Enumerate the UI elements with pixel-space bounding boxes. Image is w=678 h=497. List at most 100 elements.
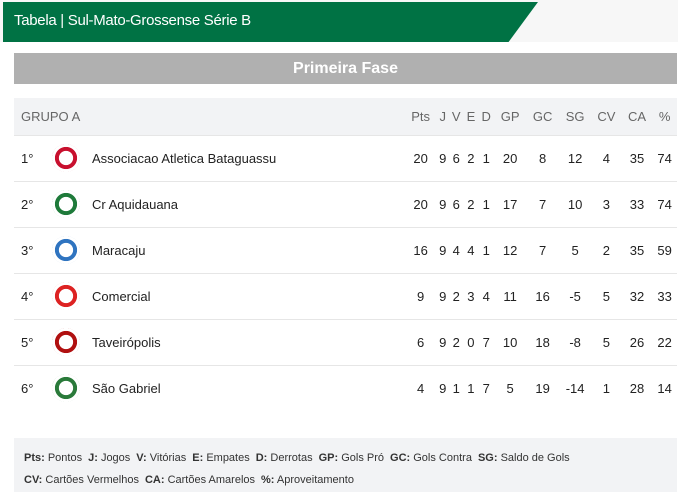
legend-value: Gols Pró xyxy=(341,452,385,464)
stat-j: 9 xyxy=(436,272,449,319)
stat-pct: 33 xyxy=(652,272,677,319)
stat-e: 0 xyxy=(463,318,479,365)
legend-key: GC: xyxy=(390,452,411,464)
stat-pts: 4 xyxy=(404,364,437,411)
position: 1° xyxy=(14,134,40,181)
legend-key: J: xyxy=(88,452,98,464)
stat-v: 6 xyxy=(448,134,464,181)
stat-e: 2 xyxy=(463,180,479,227)
stat-gc: 18 xyxy=(526,318,560,365)
stat-j: 9 xyxy=(436,226,449,273)
stat-gp: 20 xyxy=(494,134,527,181)
position: 2° xyxy=(14,180,40,227)
stat-gp: 17 xyxy=(494,180,527,227)
legend-item: SG: Saldo de Gols xyxy=(478,452,570,464)
column-header: Pts xyxy=(404,98,437,135)
team-crest-icon xyxy=(52,144,80,172)
stat-d: 1 xyxy=(478,134,495,181)
column-header: CV xyxy=(591,98,622,135)
column-header: J xyxy=(436,98,449,135)
stat-ca: 33 xyxy=(621,180,653,227)
team-logo xyxy=(40,134,92,181)
stat-j: 9 xyxy=(436,180,449,227)
header-banner xyxy=(3,2,538,42)
legend: Pts: Pontos J: Jogos V: Vitórias E: Empates… xyxy=(14,438,677,492)
stat-ca: 28 xyxy=(621,364,653,411)
legend-line: CV: Cartões Vermelhos CA: Cartões Amarelo… xyxy=(24,469,667,491)
stat-ca: 35 xyxy=(621,226,653,273)
table-row[interactable]: 4° Comercial 9 9 2 3 4 11 16 -5 5 32 33 xyxy=(14,272,677,319)
position: 3° xyxy=(14,226,40,273)
stat-pts: 9 xyxy=(404,272,437,319)
stat-ca: 26 xyxy=(621,318,653,365)
stat-v: 6 xyxy=(448,180,464,227)
stat-cv: 5 xyxy=(591,318,622,365)
stat-e: 2 xyxy=(463,134,479,181)
column-header: E xyxy=(463,98,479,135)
column-header: V xyxy=(448,98,464,135)
column-header: GP xyxy=(494,98,527,135)
stat-e: 1 xyxy=(463,364,479,411)
stat-sg: 10 xyxy=(559,180,592,227)
column-header: SG xyxy=(559,98,592,135)
stat-pts: 20 xyxy=(404,180,437,227)
legend-value: Vitórias xyxy=(149,452,187,464)
stat-gc: 7 xyxy=(526,226,560,273)
stat-v: 2 xyxy=(448,272,464,319)
team-name[interactable]: São Gabriel xyxy=(92,364,405,411)
legend-value: Cartões Amarelos xyxy=(167,474,256,486)
legend-item: %: Aproveitamento xyxy=(261,474,354,486)
position: 6° xyxy=(14,364,40,411)
stat-pct: 59 xyxy=(652,226,677,273)
stat-gc: 19 xyxy=(526,364,560,411)
table-row[interactable]: 6° São Gabriel 4 9 1 1 7 5 19 -14 1 28 14 xyxy=(14,364,677,411)
team-name[interactable]: Comercial xyxy=(92,272,405,319)
stat-j: 9 xyxy=(436,134,449,181)
team-crest-icon xyxy=(52,190,80,218)
legend-value: Derrotas xyxy=(270,452,313,464)
legend-item: V: Vitórias xyxy=(136,452,186,464)
table-row[interactable]: 1° Associacao Atletica Bataguassu 20 9 6 2 1 2… xyxy=(14,134,677,181)
legend-value: Empates xyxy=(206,452,250,464)
position: 5° xyxy=(14,318,40,365)
team-name[interactable]: Cr Aquidauana xyxy=(92,180,405,227)
team-name[interactable]: Maracaju xyxy=(92,226,405,273)
stat-pct: 74 xyxy=(652,134,677,181)
legend-key: CV: xyxy=(24,474,43,486)
legend-key: SG: xyxy=(477,452,498,464)
stat-d: 7 xyxy=(478,364,495,411)
legend-value: Gols Contra xyxy=(413,452,472,464)
team-logo xyxy=(40,226,92,273)
page-title: Tabela | Sul-Mato-Grossense Série B xyxy=(14,12,251,29)
table-row[interactable]: 5° Taveirópolis 6 9 2 0 7 10 18 -8 5 26 22 xyxy=(14,318,677,365)
legend-item: E: Empates xyxy=(192,452,249,464)
table-header: GRUPO A Pts J V E D GP GC SG CV CA% xyxy=(14,98,677,135)
legend-key: V: xyxy=(136,452,147,464)
stat-cv: 5 xyxy=(591,272,622,319)
position: 4° xyxy=(14,272,40,319)
stat-sg: 5 xyxy=(559,226,592,273)
stat-j: 9 xyxy=(436,364,449,411)
stat-sg: -14 xyxy=(559,364,592,411)
legend-item: D: Derrotas xyxy=(256,452,313,464)
legend-line: Pts: Pontos J: Jogos V: Vitórias E: Empates… xyxy=(24,447,667,469)
legend-key: CA: xyxy=(144,474,165,486)
stat-ca: 35 xyxy=(621,134,653,181)
stat-sg: -8 xyxy=(559,318,592,365)
stat-v: 4 xyxy=(448,226,464,273)
column-header: D xyxy=(478,98,495,135)
table-row[interactable]: 2° Cr Aquidauana 20 9 6 2 1 17 7 10 3 33 74 xyxy=(14,180,677,227)
legend-item: Pts: Pontos xyxy=(24,452,82,464)
stat-gc: 16 xyxy=(526,272,560,319)
team-name[interactable]: Taveirópolis xyxy=(92,318,405,365)
stat-j: 9 xyxy=(436,318,449,365)
table-row[interactable]: 3° Maracaju 16 9 4 4 1 12 7 5 2 35 59 xyxy=(14,226,677,273)
legend-item: CA: Cartões Amarelos xyxy=(145,474,255,486)
stat-sg: -5 xyxy=(559,272,592,319)
stat-cv: 1 xyxy=(591,364,622,411)
legend-value: Pontos xyxy=(47,452,83,464)
legend-value: Cartões Vermelhos xyxy=(45,474,139,486)
team-name[interactable]: Associacao Atletica Bataguassu xyxy=(92,134,405,181)
standings-table: GRUPO A Pts J V E D GP GC SG CV CA% 1° Associacao … xyxy=(14,98,677,411)
team-logo xyxy=(40,180,92,227)
